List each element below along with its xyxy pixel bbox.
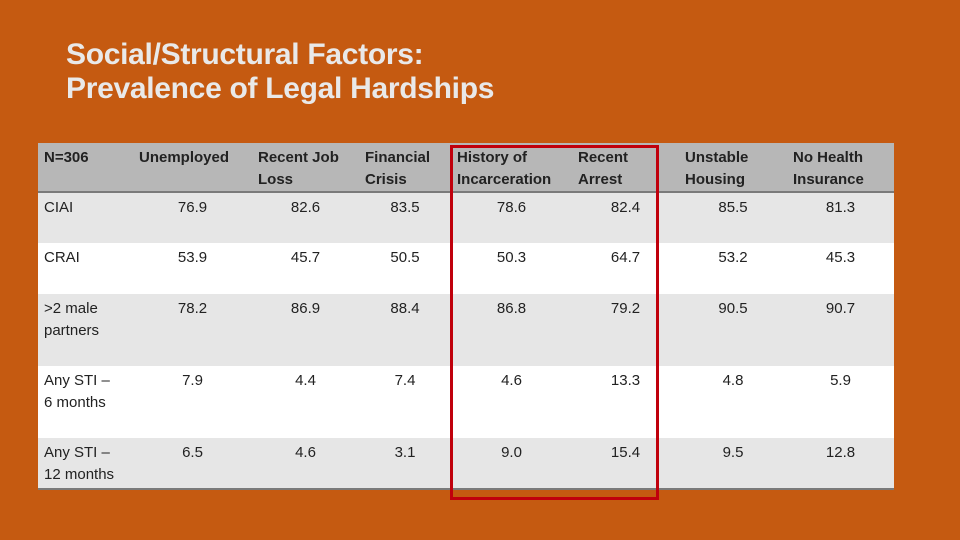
row-label: CRAI — [38, 243, 133, 294]
table-cell: 4.4 — [252, 366, 359, 438]
table-cell: 85.5 — [679, 192, 787, 243]
table-cell: 86.8 — [451, 294, 572, 366]
table-row: CIAI 76.9 82.6 83.5 78.6 82.4 85.5 81.3 — [38, 192, 894, 243]
table-cell: 9.0 — [451, 438, 572, 490]
table-cell: 81.3 — [787, 192, 894, 243]
header-cell: History of Incarceration — [451, 143, 572, 193]
table-cell: 4.6 — [451, 366, 572, 438]
table-cell: 86.9 — [252, 294, 359, 366]
table-cell: 13.3 — [572, 366, 679, 438]
table-cell: 9.5 — [679, 438, 787, 490]
table-cell: 53.9 — [133, 243, 252, 294]
table-cell: 6.5 — [133, 438, 252, 490]
table-cell: 78.6 — [451, 192, 572, 243]
table-cell: 5.9 — [787, 366, 894, 438]
row-label: >2 male partners — [38, 294, 133, 366]
table-cell: 90.7 — [787, 294, 894, 366]
table-cell: 3.1 — [359, 438, 451, 490]
row-label: Any STI –6 months — [38, 366, 133, 438]
table-cell: 7.9 — [133, 366, 252, 438]
table-cell: 53.2 — [679, 243, 787, 294]
table-cell: 78.2 — [133, 294, 252, 366]
table-cell: 90.5 — [679, 294, 787, 366]
table-cell: 4.6 — [252, 438, 359, 490]
table-cell: 76.9 — [133, 192, 252, 243]
hardships-table-container: N=306 Unemployed Recent Job Loss Financia… — [38, 143, 894, 490]
slide-title-line-2: Prevalence of Legal Hardships — [66, 72, 495, 105]
header-cell: Unstable Housing — [679, 143, 787, 193]
table-cell: 7.4 — [359, 366, 451, 438]
table-cell: 82.6 — [252, 192, 359, 243]
row-label: Any STI –12 months — [38, 438, 133, 490]
table-row: >2 male partners 78.2 86.9 88.4 86.8 79.2… — [38, 294, 894, 366]
header-cell: Unemployed — [133, 143, 252, 193]
table-row: Any STI –12 months 6.5 4.6 3.1 9.0 15.4 … — [38, 438, 894, 490]
table-cell: 45.3 — [787, 243, 894, 294]
table-cell: 4.8 — [679, 366, 787, 438]
header-cell: Recent Job Loss — [252, 143, 359, 193]
header-cell: Recent Arrest — [572, 143, 679, 193]
table-header-row: N=306 Unemployed Recent Job Loss Financia… — [38, 143, 894, 193]
hardships-table: N=306 Unemployed Recent Job Loss Financia… — [38, 143, 894, 490]
table-cell: 83.5 — [359, 192, 451, 243]
table-row: Any STI –6 months 7.9 4.4 7.4 4.6 13.3 4… — [38, 366, 894, 438]
header-cell: N=306 — [38, 143, 133, 193]
header-cell: No Health Insurance — [787, 143, 894, 193]
table-cell: 15.4 — [572, 438, 679, 490]
table-cell: 64.7 — [572, 243, 679, 294]
table-row: CRAI 53.9 45.7 50.5 50.3 64.7 53.2 45.3 — [38, 243, 894, 294]
row-label: CIAI — [38, 192, 133, 243]
table-cell: 79.2 — [572, 294, 679, 366]
table-cell: 50.3 — [451, 243, 572, 294]
table-cell: 88.4 — [359, 294, 451, 366]
table-cell: 50.5 — [359, 243, 451, 294]
table-cell: 45.7 — [252, 243, 359, 294]
slide-title: Social/Structural Factors: Prevalence of… — [66, 38, 494, 106]
slide-title-line-1: Social/Structural Factors: — [66, 38, 424, 71]
table-cell: 82.4 — [572, 192, 679, 243]
header-cell: Financial Crisis — [359, 143, 451, 193]
table-cell: 12.8 — [787, 438, 894, 490]
